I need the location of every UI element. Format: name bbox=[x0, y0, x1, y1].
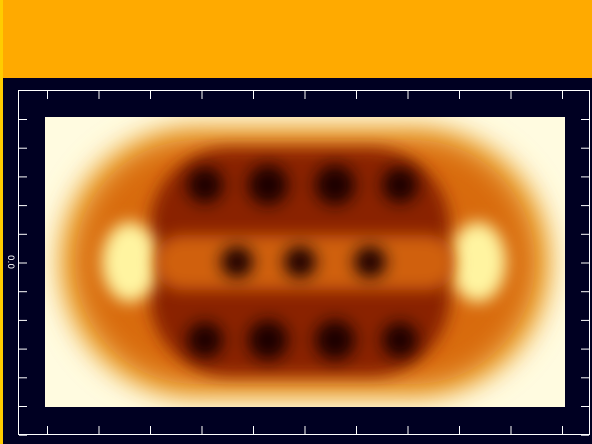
header-bar bbox=[0, 0, 592, 78]
screen: 0.0 bbox=[0, 0, 592, 444]
axis-label: 0.0 bbox=[5, 255, 15, 270]
page: 0.0 (() => { const data = JSON.parse(doc… bbox=[0, 0, 592, 444]
heatmap-image bbox=[45, 117, 565, 407]
left-edge bbox=[0, 0, 3, 444]
